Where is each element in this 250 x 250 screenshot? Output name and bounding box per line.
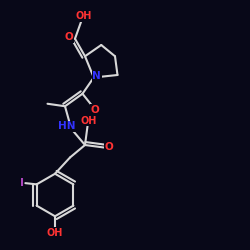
Text: HN: HN — [58, 121, 76, 131]
Text: O: O — [64, 32, 73, 42]
Text: OH: OH — [76, 11, 92, 21]
Text: O: O — [90, 105, 100, 115]
Text: I: I — [20, 178, 24, 188]
Text: OH: OH — [80, 116, 97, 126]
Text: O: O — [105, 142, 114, 152]
Text: OH: OH — [47, 228, 63, 237]
Text: N: N — [92, 71, 101, 81]
